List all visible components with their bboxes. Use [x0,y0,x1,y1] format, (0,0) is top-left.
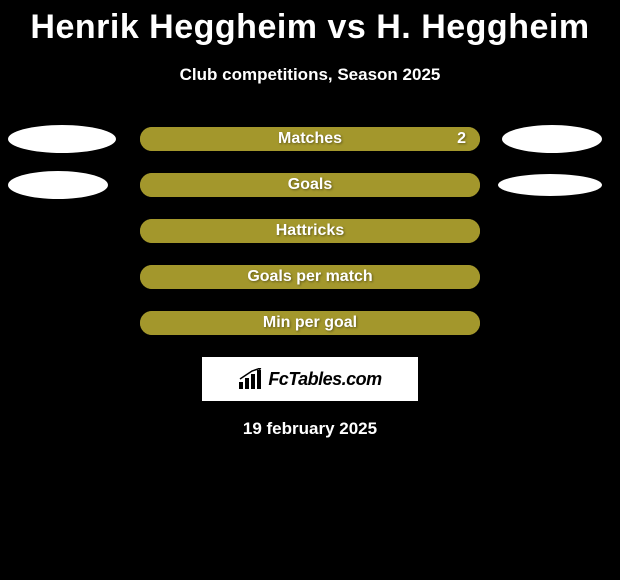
stat-rows: Matches 2 Goals Hattricks G [0,127,620,335]
stat-pill: Hattricks [140,219,480,243]
stat-label: Min per goal [263,314,357,332]
brand-text: FcTables.com [268,369,381,390]
stat-row-goals: Goals [0,173,620,197]
stat-label: Hattricks [276,222,344,240]
stat-label: Goals per match [247,268,372,286]
stat-value: 2 [457,130,466,148]
stat-label: Goals [288,176,332,194]
player-right-marker [498,174,602,196]
comparison-infographic: Henrik Heggheim vs H. Heggheim Club comp… [0,0,620,439]
player-left-marker [8,125,116,153]
stat-pill: Min per goal [140,311,480,335]
date-label: 19 february 2025 [243,419,377,439]
page-title: Henrik Heggheim vs H. Heggheim [30,8,589,47]
bar-chart-icon [238,368,264,390]
stat-pill: Matches 2 [140,127,480,151]
stat-row-min-per-goal: Min per goal [0,311,620,335]
player-right-marker [502,125,602,153]
stat-row-matches: Matches 2 [0,127,620,151]
brand-logo: FcTables.com [202,357,418,401]
stat-pill: Goals [140,173,480,197]
subtitle: Club competitions, Season 2025 [180,65,441,85]
player-left-marker [8,171,108,199]
stat-pill: Goals per match [140,265,480,289]
stat-label: Matches [278,130,342,148]
stat-row-hattricks: Hattricks [0,219,620,243]
stat-row-goals-per-match: Goals per match [0,265,620,289]
